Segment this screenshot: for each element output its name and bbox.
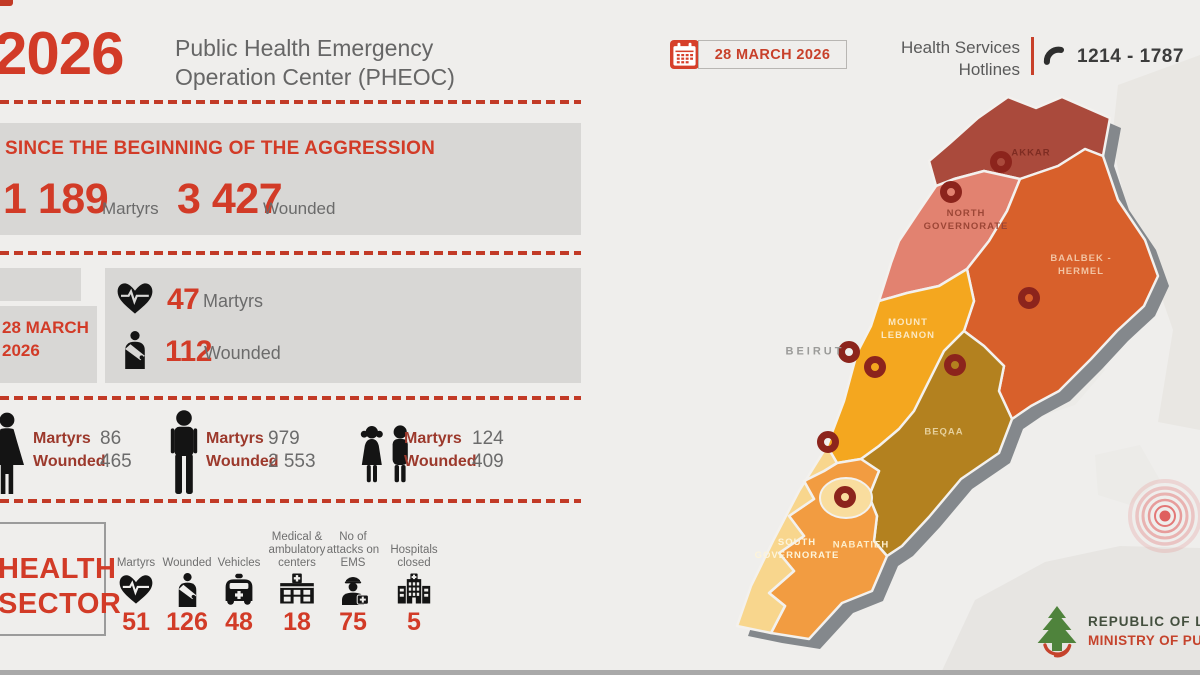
divider: [0, 100, 581, 104]
attack-marker: [940, 181, 962, 203]
label-baalbek-hermel: BAALBEK - HERMEL: [1050, 253, 1112, 277]
label-mount-lebanon: MOUNT LEBANON: [881, 317, 935, 341]
hotline-divider: [1031, 37, 1034, 75]
health-sector-vehicles: Vehicles 48: [206, 530, 272, 637]
label-akkar: AKKAR: [1011, 147, 1051, 159]
men-martyrs-value: 979: [268, 428, 300, 449]
divider: [0, 499, 581, 503]
side-box: [0, 268, 81, 301]
wounded-person-icon: [120, 331, 150, 374]
cumulative-martyrs-value: 1 189: [3, 175, 109, 223]
woman-icon: [0, 412, 30, 499]
hotline-numbers: 1214 - 1787: [1077, 46, 1184, 67]
label-south-governorate: SOUTH GOVERNORATE: [754, 537, 840, 561]
hotline-label: Health Services Hotlines: [900, 38, 1020, 80]
man-icon: [166, 410, 202, 499]
attack-marker: [1018, 287, 1040, 309]
daily-panel: 47 Martyrs 112 Wounded: [105, 268, 581, 383]
divider: [0, 396, 581, 400]
children-wounded-value: 409: [472, 451, 504, 472]
medical-center-icon: [264, 573, 330, 607]
paramedic-icon: [320, 573, 386, 607]
label-beqaa: BEQAA: [924, 426, 964, 438]
cumulative-heading: SINCE THE BEGINNING OF THE AGGRESSION: [5, 138, 436, 159]
cumulative-wounded-value: 3 427: [177, 175, 283, 223]
label-nabatieh: NABATIEH: [832, 539, 890, 551]
heart-ekg-icon: [116, 281, 154, 320]
hospital-icon: [381, 573, 447, 607]
backdrop-land: [1095, 445, 1160, 505]
attack-marker: [834, 486, 856, 508]
label-north-governorate: NORTH GOVERNORATE: [923, 208, 1009, 232]
health-sector-wounded: Wounded 126: [154, 530, 220, 637]
children-wounded-label: Wounded: [404, 453, 477, 470]
women-martyrs-value: 86: [100, 428, 122, 449]
women-wounded-label: Wounded: [33, 453, 106, 470]
corner-mark: [0, 0, 13, 6]
attack-marker: [864, 356, 886, 378]
health-sector-box: HEALTH SECTOR: [0, 522, 121, 636]
phone-icon: [1042, 44, 1068, 75]
heart-ekg-icon: [103, 573, 169, 607]
region-south-governorate: [735, 444, 839, 635]
daily-martyrs-value: 47: [167, 283, 200, 316]
cumulative-panel: SINCE THE BEGINNING OF THE AGGRESSION 1 …: [0, 123, 581, 235]
children-martyrs-value: 124: [472, 428, 504, 449]
ambulance-icon: [206, 573, 272, 607]
divider: [0, 251, 581, 255]
attack-marker: [944, 354, 966, 376]
label-beirut: BEIRUT: [785, 345, 845, 358]
page-title: Public Health Emergency Operation Center…: [175, 35, 455, 90]
women-martyrs-label: Martyrs: [33, 430, 91, 447]
lebanon-map: [735, 55, 1200, 675]
year-heading: 2026: [0, 20, 124, 87]
wounded-person-icon: [154, 573, 220, 607]
health-sector-medical-centers: Medical & ambulatory centers 18: [264, 530, 330, 637]
backdrop-land: [940, 546, 1200, 675]
daily-wounded-value: 112: [165, 335, 212, 368]
attack-marker: [990, 151, 1012, 173]
health-sector-martyrs: Martyrs 51: [103, 530, 169, 637]
backdrop-land: [1112, 55, 1200, 430]
cedar-logo-icon: [1030, 604, 1084, 667]
children-martyrs-label: Martyrs: [404, 430, 462, 447]
cumulative-martyrs-label: Martyrs: [102, 199, 159, 218]
daily-date: 28 MARCH 2026: [2, 318, 89, 360]
men-wounded-value: 2 553: [268, 451, 316, 472]
health-sector-title: HEALTH SECTOR: [0, 553, 122, 620]
pulse-rings: [1128, 479, 1200, 553]
women-wounded-value: 465: [100, 451, 132, 472]
children-icon: [357, 425, 415, 490]
men-martyrs-label: Martyrs: [206, 430, 264, 447]
calendar-icon: [670, 40, 699, 69]
nabatieh-enclave: [819, 477, 873, 519]
daily-martyrs-label: Martyrs: [203, 291, 263, 311]
health-sector-hospitals-closed: Hospitals closed 5: [381, 530, 447, 637]
cumulative-wounded-label: Wounded: [263, 199, 336, 218]
daily-wounded-label: Wounded: [204, 343, 281, 363]
date-badge: 28 MARCH 2026: [698, 40, 847, 69]
attack-marker: [838, 341, 860, 363]
health-sector-ems-attacks: No of attacks on EMS 75: [320, 530, 386, 637]
attack-marker: [817, 431, 839, 453]
daily-date-box: 28 MARCH 2026: [0, 306, 97, 383]
bottom-edge: [0, 670, 1200, 675]
org-name: REPUBLIC OF LEBANON: [1088, 614, 1200, 629]
ministry-name: MINISTRY OF PUBLIC HEALTH: [1088, 633, 1200, 648]
men-wounded-label: Wounded: [206, 453, 279, 470]
